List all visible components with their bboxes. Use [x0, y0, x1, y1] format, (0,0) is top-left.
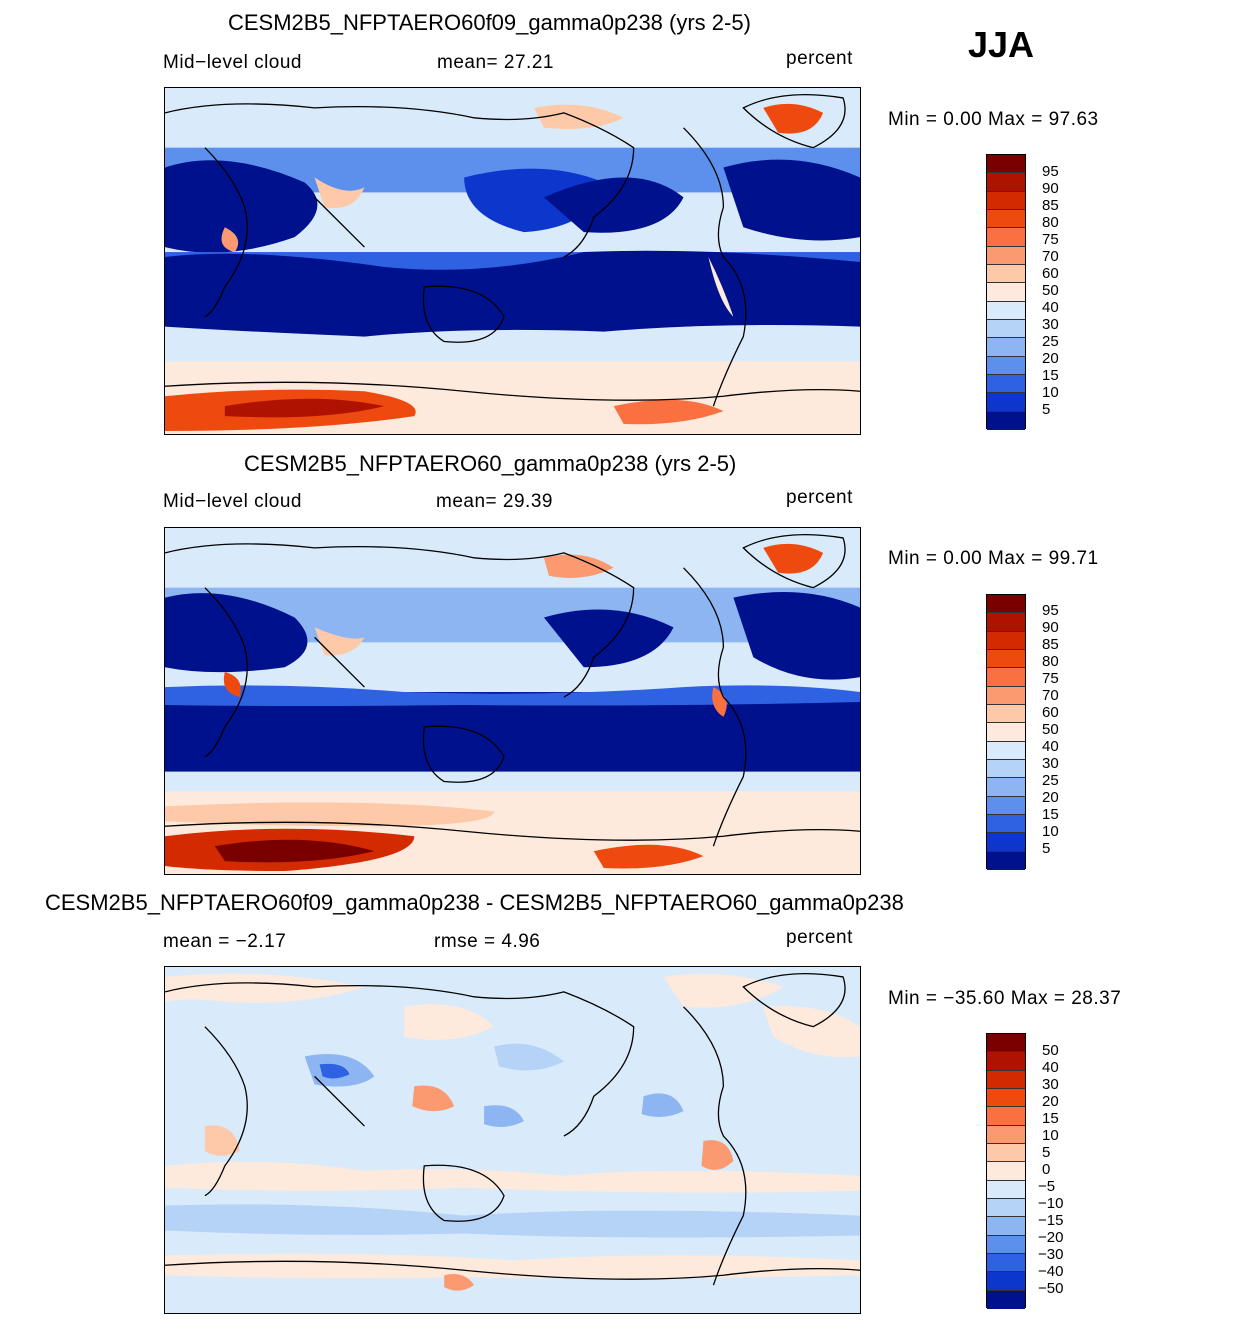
panel-1-map-field	[165, 88, 860, 434]
panel-3-colorbar	[986, 1033, 1026, 1309]
panel-1-minmax: Min = 0.00 Max = 97.63	[888, 109, 1099, 130]
panel-1-colorbar-label: 75	[1042, 231, 1059, 248]
panel-2-colorbar	[986, 594, 1026, 870]
panel-2-colorbar-label: 40	[1042, 738, 1059, 755]
panel-1-colorbar-label: 10	[1042, 384, 1059, 401]
panel-1-colorbar-label: 25	[1042, 333, 1059, 350]
panel-3-map	[164, 966, 861, 1314]
panel-2-map	[164, 527, 861, 875]
panel-3-colorbar-label: −50	[1038, 1280, 1064, 1297]
panel-3-colorbar-label: 40	[1042, 1059, 1059, 1076]
panel-2-map-field	[165, 528, 860, 874]
panel-3-colorbar-label: 50	[1042, 1042, 1059, 1059]
panel-2-units-label: percent	[786, 487, 853, 508]
panel-2-colorbar-label: 95	[1042, 602, 1059, 619]
panel-2-variable-label: Mid−level cloud	[163, 491, 302, 512]
panel-2-colorbar-label: 85	[1042, 636, 1059, 653]
panel-3-colorbar-label: −10	[1038, 1195, 1064, 1212]
panel-3-colorbar-label: 10	[1042, 1127, 1059, 1144]
panel-3-colorbar-label: 0	[1042, 1161, 1051, 1178]
panel-2-colorbar-label: 20	[1042, 789, 1059, 806]
panel-2-colorbar-label: 30	[1042, 755, 1059, 772]
panel-1-colorbar-label: 50	[1042, 282, 1059, 299]
panel-3-colorbar-label: 15	[1042, 1110, 1059, 1127]
panel-2-colorbar-label: 75	[1042, 670, 1059, 687]
panel-2-colorbar-label: 60	[1042, 704, 1059, 721]
panel-3-rmse-label: rmse = 4.96	[434, 931, 541, 952]
panel-2-colorbar-label: 15	[1042, 806, 1059, 823]
panel-1-colorbar-label: 85	[1042, 197, 1059, 214]
panel-2-colorbar-label: 70	[1042, 687, 1059, 704]
panel-2-colorbar-label: 25	[1042, 772, 1059, 789]
panel-2-title: CESM2B5_NFPTAERO60_gamma0p238 (yrs 2-5)	[244, 451, 737, 476]
panel-1-colorbar-label: 5	[1042, 401, 1051, 418]
panel-2-colorbar-label: 90	[1042, 619, 1059, 636]
panel-3-colorbar-label: 20	[1042, 1093, 1059, 1110]
panel-1-map	[164, 87, 861, 435]
panel-3-colorbar-label: 5	[1042, 1144, 1051, 1161]
panel-3-colorbar-label: −20	[1038, 1229, 1064, 1246]
panel-3-colorbar-label: −30	[1038, 1246, 1064, 1263]
panel-1-mean-label: mean= 27.21	[437, 52, 554, 73]
panel-2-colorbar-label: 80	[1042, 653, 1059, 670]
panel-1-colorbar-label: 15	[1042, 367, 1059, 384]
panel-2-mean-label: mean= 29.39	[436, 491, 553, 512]
panel-3-units-label: percent	[786, 927, 853, 948]
panel-1-colorbar-label: 60	[1042, 265, 1059, 282]
panel-3-colorbar-label: −15	[1038, 1212, 1064, 1229]
panel-3-colorbar-label: 30	[1042, 1076, 1059, 1093]
panel-2-minmax: Min = 0.00 Max = 99.71	[888, 548, 1099, 569]
panel-3-mean-label: mean = −2.17	[163, 931, 287, 952]
panel-3-colorbar-label: −40	[1038, 1263, 1064, 1280]
panel-1-colorbar-label: 30	[1042, 316, 1059, 333]
panel-2-colorbar-label: 5	[1042, 840, 1051, 857]
panel-1-colorbar-label: 20	[1042, 350, 1059, 367]
panel-2-colorbar-label: 10	[1042, 823, 1059, 840]
panel-3-minmax: Min = −35.60 Max = 28.37	[888, 988, 1122, 1009]
panel-1-colorbar	[986, 154, 1026, 430]
season-label: JJA	[968, 24, 1035, 65]
panel-1-colorbar-label: 40	[1042, 299, 1059, 316]
panel-3-title: CESM2B5_NFPTAERO60f09_gamma0p238 - CESM2…	[45, 890, 904, 915]
panel-2-colorbar-label: 50	[1042, 721, 1059, 738]
panel-1-colorbar-label: 95	[1042, 163, 1059, 180]
panel-1-colorbar-label: 70	[1042, 248, 1059, 265]
panel-1-title: CESM2B5_NFPTAERO60f09_gamma0p238 (yrs 2-…	[228, 10, 751, 35]
panel-1-colorbar-label: 80	[1042, 214, 1059, 231]
panel-1-units-label: percent	[786, 48, 853, 69]
panel-3-map-field	[165, 967, 860, 1313]
panel-3-colorbar-label: −5	[1038, 1178, 1056, 1195]
panel-1-colorbar-label: 90	[1042, 180, 1059, 197]
panel-1-variable-label: Mid−level cloud	[163, 52, 302, 73]
